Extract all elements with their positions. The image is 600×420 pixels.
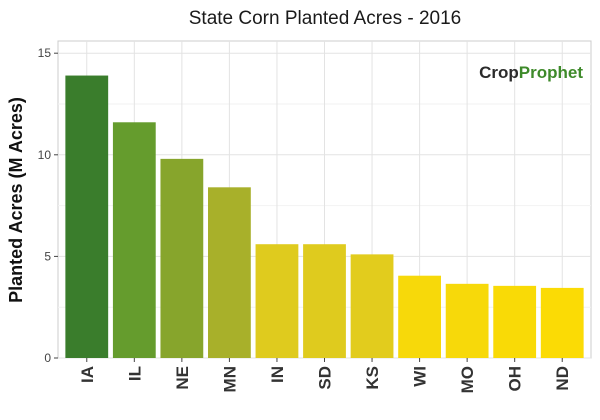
x-tick-label: IL (125, 366, 144, 381)
x-tick-label: WI (411, 366, 430, 387)
bar-WI (398, 275, 441, 358)
x-tick-label: MO (458, 366, 477, 393)
bar-series (65, 75, 584, 359)
logo-text-crop: Crop (479, 63, 519, 82)
bar-OH (493, 285, 537, 358)
x-tick-label: OH (506, 366, 525, 392)
bar-IN (255, 244, 299, 358)
x-tick-label: SD (316, 366, 335, 390)
x-tick-label: IA (78, 366, 97, 383)
bar-NE (160, 158, 204, 358)
x-tick-label: IN (268, 366, 287, 383)
x-tick-label: KS (363, 366, 382, 390)
bar-ND (540, 287, 584, 358)
y-tick-label: 10 (38, 148, 52, 162)
y-tick-label: 0 (44, 351, 51, 365)
y-axis-ticks: 0 5 10 15 (38, 46, 58, 365)
x-axis-ticks: IA IL NE MN IN SD KS WI MO OH ND (78, 358, 572, 393)
bar-IA (65, 75, 109, 359)
x-tick-label: ND (553, 366, 572, 391)
y-tick-label: 5 (44, 249, 51, 263)
cropprophet-logo: CropProphet (479, 63, 583, 82)
bar-SD (303, 244, 346, 358)
bar-IL (112, 122, 156, 359)
y-tick-label: 15 (38, 46, 52, 60)
logo-text-prophet: Prophet (519, 63, 584, 82)
svg-text:CropProphet: CropProphet (479, 63, 583, 82)
bar-MO (445, 283, 489, 358)
bar-MN (208, 187, 251, 358)
chart-title: State Corn Planted Acres - 2016 (189, 8, 462, 29)
x-tick-label: MN (220, 366, 239, 392)
bar-KS (350, 254, 394, 358)
x-tick-label: NE (173, 366, 192, 390)
y-axis-label: Planted Acres (M Acres) (6, 97, 26, 303)
